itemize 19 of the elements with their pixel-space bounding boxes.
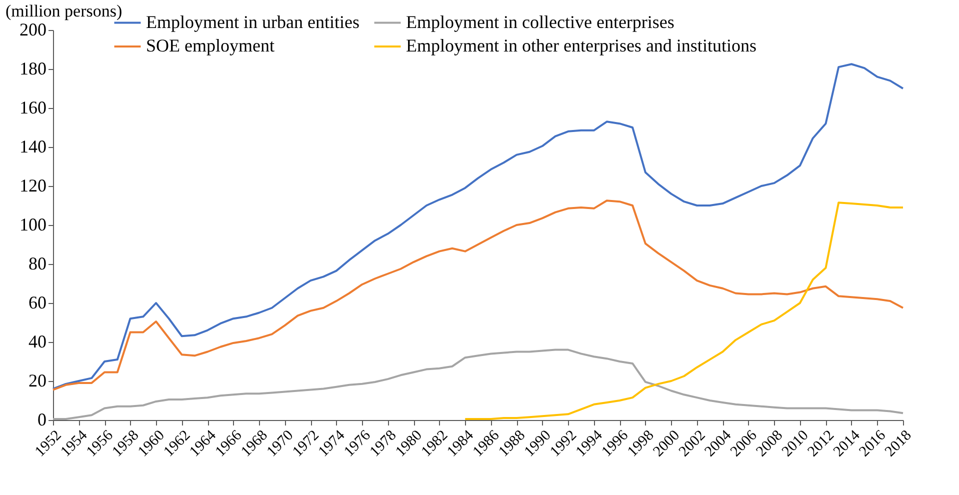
y-axis-title: (million persons)	[6, 2, 122, 20]
y-tick-label: 180	[20, 58, 46, 78]
y-tick-label: 140	[20, 136, 46, 156]
y-tick-label: 200	[20, 20, 46, 40]
line-series	[464, 202, 904, 420]
y-tick-label: 100	[20, 214, 46, 234]
y-tick-label: 60	[28, 292, 46, 312]
legend-label: Employment in collective enterprises	[406, 12, 674, 32]
legend-label: SOE employment	[146, 36, 274, 56]
y-tick-label: 40	[28, 332, 46, 352]
line-series	[52, 63, 904, 390]
y-tick-label: 20	[28, 370, 46, 390]
y-tick-label: 80	[28, 254, 46, 274]
legend-label: Employment in other enterprises and institutions	[406, 36, 756, 56]
line-series	[52, 200, 904, 391]
y-tick-label: 160	[20, 98, 46, 118]
legend-label: Employment in urban entities	[146, 12, 360, 32]
y-tick-label: 0	[38, 410, 46, 430]
y-tick-label: 120	[20, 176, 46, 196]
